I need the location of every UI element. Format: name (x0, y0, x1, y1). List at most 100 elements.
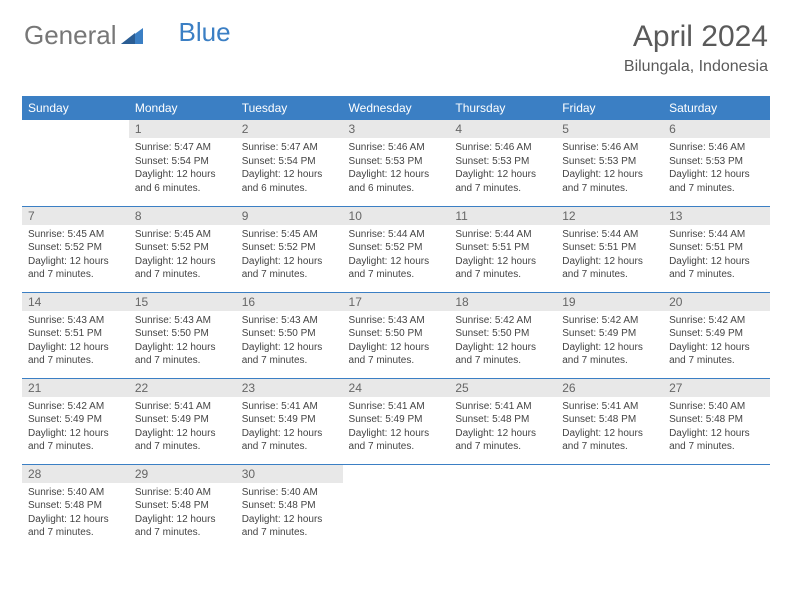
day-detail: Sunrise: 5:40 AMSunset: 5:48 PMDaylight:… (236, 483, 343, 544)
day-cell: 23Sunrise: 5:41 AMSunset: 5:49 PMDayligh… (236, 378, 343, 464)
calendar-table: SundayMondayTuesdayWednesdayThursdayFrid… (22, 96, 770, 550)
day-number: 16 (236, 293, 343, 311)
day-detail: Sunrise: 5:45 AMSunset: 5:52 PMDaylight:… (236, 225, 343, 286)
day-detail: Sunrise: 5:41 AMSunset: 5:48 PMDaylight:… (556, 397, 663, 458)
day-number: 2 (236, 120, 343, 138)
day-number: 23 (236, 379, 343, 397)
day-detail: Sunrise: 5:44 AMSunset: 5:51 PMDaylight:… (663, 225, 770, 286)
header: General Blue April 2024 Bilungala, Indon… (0, 0, 792, 84)
day-cell: 4Sunrise: 5:46 AMSunset: 5:53 PMDaylight… (449, 120, 556, 206)
day-detail: Sunrise: 5:44 AMSunset: 5:51 PMDaylight:… (449, 225, 556, 286)
day-cell: 25Sunrise: 5:41 AMSunset: 5:48 PMDayligh… (449, 378, 556, 464)
calendar-row: 14Sunrise: 5:43 AMSunset: 5:51 PMDayligh… (22, 292, 770, 378)
day-number: 4 (449, 120, 556, 138)
day-detail: Sunrise: 5:47 AMSunset: 5:54 PMDaylight:… (129, 138, 236, 199)
day-detail: Sunrise: 5:46 AMSunset: 5:53 PMDaylight:… (343, 138, 450, 199)
day-cell: 15Sunrise: 5:43 AMSunset: 5:50 PMDayligh… (129, 292, 236, 378)
day-number: 12 (556, 207, 663, 225)
day-cell: 12Sunrise: 5:44 AMSunset: 5:51 PMDayligh… (556, 206, 663, 292)
day-cell: 6Sunrise: 5:46 AMSunset: 5:53 PMDaylight… (663, 120, 770, 206)
day-detail: Sunrise: 5:47 AMSunset: 5:54 PMDaylight:… (236, 138, 343, 199)
day-detail: Sunrise: 5:43 AMSunset: 5:50 PMDaylight:… (236, 311, 343, 372)
title-block: April 2024 Bilungala, Indonesia (624, 20, 768, 76)
logo: General Blue (24, 20, 231, 51)
day-cell: 19Sunrise: 5:42 AMSunset: 5:49 PMDayligh… (556, 292, 663, 378)
day-detail: Sunrise: 5:46 AMSunset: 5:53 PMDaylight:… (663, 138, 770, 199)
day-number: 14 (22, 293, 129, 311)
day-cell: 10Sunrise: 5:44 AMSunset: 5:52 PMDayligh… (343, 206, 450, 292)
day-cell: 27Sunrise: 5:40 AMSunset: 5:48 PMDayligh… (663, 378, 770, 464)
day-number: 3 (343, 120, 450, 138)
day-number: 5 (556, 120, 663, 138)
logo-text-2: Blue (179, 17, 231, 48)
day-detail: Sunrise: 5:46 AMSunset: 5:53 PMDaylight:… (449, 138, 556, 199)
day-number: 13 (663, 207, 770, 225)
day-cell: 18Sunrise: 5:42 AMSunset: 5:50 PMDayligh… (449, 292, 556, 378)
day-cell: 7Sunrise: 5:45 AMSunset: 5:52 PMDaylight… (22, 206, 129, 292)
day-number: 25 (449, 379, 556, 397)
day-detail: Sunrise: 5:41 AMSunset: 5:49 PMDaylight:… (129, 397, 236, 458)
weekday-header: Tuesday (236, 96, 343, 120)
day-number: 1 (129, 120, 236, 138)
logo-text-1: General (24, 20, 117, 51)
day-number: 21 (22, 379, 129, 397)
day-number: 29 (129, 465, 236, 483)
weekday-header: Sunday (22, 96, 129, 120)
day-detail: Sunrise: 5:42 AMSunset: 5:49 PMDaylight:… (556, 311, 663, 372)
day-number: 30 (236, 465, 343, 483)
day-cell: 2Sunrise: 5:47 AMSunset: 5:54 PMDaylight… (236, 120, 343, 206)
day-detail: Sunrise: 5:44 AMSunset: 5:51 PMDaylight:… (556, 225, 663, 286)
day-number: 17 (343, 293, 450, 311)
day-cell: 16Sunrise: 5:43 AMSunset: 5:50 PMDayligh… (236, 292, 343, 378)
day-number: 6 (663, 120, 770, 138)
day-number: 15 (129, 293, 236, 311)
day-number: 19 (556, 293, 663, 311)
day-detail: Sunrise: 5:42 AMSunset: 5:50 PMDaylight:… (449, 311, 556, 372)
empty-cell (663, 464, 770, 550)
day-detail: Sunrise: 5:42 AMSunset: 5:49 PMDaylight:… (663, 311, 770, 372)
empty-cell (343, 464, 450, 550)
day-cell: 21Sunrise: 5:42 AMSunset: 5:49 PMDayligh… (22, 378, 129, 464)
day-cell: 28Sunrise: 5:40 AMSunset: 5:48 PMDayligh… (22, 464, 129, 550)
day-number: 7 (22, 207, 129, 225)
calendar-row: 7 Sunrise: 5:45 AMSunset: 5:52 PMDaylight… (22, 206, 770, 292)
day-number: 26 (556, 379, 663, 397)
day-detail: Sunrise: 5:40 AMSunset: 5:48 PMDaylight:… (22, 483, 129, 544)
day-cell: 9Sunrise: 5:45 AMSunset: 5:52 PMDaylight… (236, 206, 343, 292)
day-cell: 17Sunrise: 5:43 AMSunset: 5:50 PMDayligh… (343, 292, 450, 378)
day-cell: 20Sunrise: 5:42 AMSunset: 5:49 PMDayligh… (663, 292, 770, 378)
empty-cell (556, 464, 663, 550)
empty-cell (449, 464, 556, 550)
day-number: 22 (129, 379, 236, 397)
day-number: 8 (129, 207, 236, 225)
day-detail: Sunrise: 5:40 AMSunset: 5:48 PMDaylight:… (663, 397, 770, 458)
day-cell: 1Sunrise: 5:47 AMSunset: 5:54 PMDaylight… (129, 120, 236, 206)
calendar-row: 1Sunrise: 5:47 AMSunset: 5:54 PMDaylight… (22, 120, 770, 206)
day-number: 10 (343, 207, 450, 225)
day-cell: 3Sunrise: 5:46 AMSunset: 5:53 PMDaylight… (343, 120, 450, 206)
day-number: 27 (663, 379, 770, 397)
day-detail: Sunrise: 5:44 AMSunset: 5:52 PMDaylight:… (343, 225, 450, 286)
weekday-header: Saturday (663, 96, 770, 120)
day-cell: 24Sunrise: 5:41 AMSunset: 5:49 PMDayligh… (343, 378, 450, 464)
empty-cell (22, 120, 129, 206)
day-cell: 8Sunrise: 5:45 AMSunset: 5:52 PMDaylight… (129, 206, 236, 292)
day-cell: 30Sunrise: 5:40 AMSunset: 5:48 PMDayligh… (236, 464, 343, 550)
calendar-body: 1Sunrise: 5:47 AMSunset: 5:54 PMDaylight… (22, 120, 770, 550)
weekday-header: Monday (129, 96, 236, 120)
day-detail: Sunrise: 5:43 AMSunset: 5:50 PMDaylight:… (343, 311, 450, 372)
day-number: 28 (22, 465, 129, 483)
day-detail: Sunrise: 5:46 AMSunset: 5:53 PMDaylight:… (556, 138, 663, 199)
day-cell: 14Sunrise: 5:43 AMSunset: 5:51 PMDayligh… (22, 292, 129, 378)
weekday-header-row: SundayMondayTuesdayWednesdayThursdayFrid… (22, 96, 770, 120)
calendar-row: 21Sunrise: 5:42 AMSunset: 5:49 PMDayligh… (22, 378, 770, 464)
day-number: 9 (236, 207, 343, 225)
day-detail: Sunrise: 5:42 AMSunset: 5:49 PMDaylight:… (22, 397, 129, 458)
day-cell: 13Sunrise: 5:44 AMSunset: 5:51 PMDayligh… (663, 206, 770, 292)
weekday-header: Friday (556, 96, 663, 120)
day-number: 20 (663, 293, 770, 311)
day-detail: Sunrise: 5:41 AMSunset: 5:48 PMDaylight:… (449, 397, 556, 458)
day-number: 11 (449, 207, 556, 225)
location-label: Bilungala, Indonesia (624, 58, 768, 76)
day-cell: 5Sunrise: 5:46 AMSunset: 5:53 PMDaylight… (556, 120, 663, 206)
